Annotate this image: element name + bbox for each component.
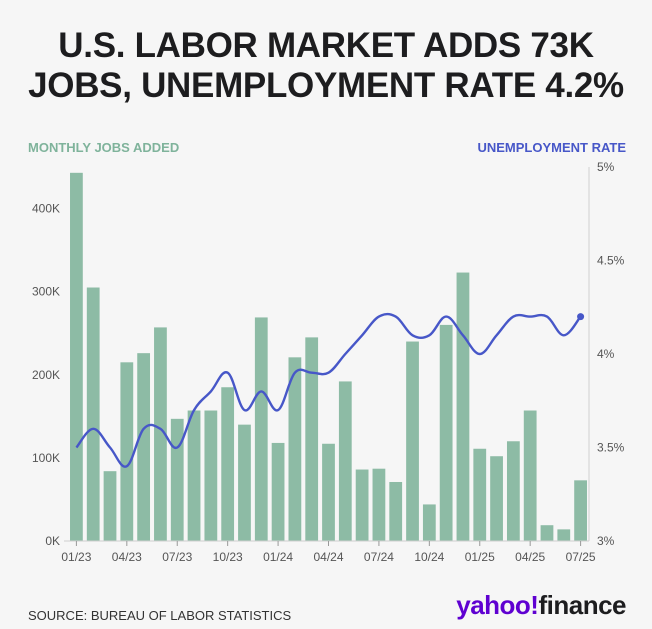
bar: [221, 387, 235, 541]
unemployment-rate-line: [75, 312, 582, 468]
left-tick-label: 300K: [32, 285, 60, 299]
bar: [372, 468, 386, 541]
logo-yahoo: yahoo!: [456, 590, 539, 620]
bar: [254, 317, 268, 541]
left-axis-title: MONTHLY JOBS ADDED: [28, 140, 180, 155]
bar: [170, 418, 184, 541]
right-axis-title: UNEMPLOYMENT RATE: [477, 140, 626, 155]
bar: [439, 324, 453, 541]
bar: [473, 448, 487, 541]
bar: [305, 337, 319, 541]
bar: [204, 410, 218, 541]
bar: [70, 172, 83, 541]
right-tick-label: 3.5%: [597, 441, 625, 455]
bar: [406, 341, 419, 541]
left-tick-label: 100K: [32, 451, 60, 465]
bar: [490, 456, 503, 541]
chart-title: U.S. LABOR MARKET ADDS 73K JOBS, UNEMPLO…: [0, 26, 652, 106]
bar: [187, 410, 201, 541]
bar: [86, 287, 100, 541]
x-tick-label: 01/23: [61, 550, 91, 564]
x-tick-label: 04/24: [313, 550, 343, 564]
x-tick-label: 10/24: [414, 550, 444, 564]
bar: [338, 381, 352, 541]
left-tick-label: 200K: [32, 368, 60, 382]
bar: [540, 525, 554, 541]
x-tick-label: 07/24: [364, 550, 394, 564]
x-tick-label: 07/25: [566, 550, 596, 564]
x-tick-label: 04/23: [112, 550, 142, 564]
x-tick-label: 01/25: [465, 550, 495, 564]
bar: [103, 471, 117, 541]
title-line-2: JOBS, UNEMPLOYMENT RATE 4.2%: [28, 66, 624, 105]
bar: [154, 327, 167, 541]
title-line-1: U.S. LABOR MARKET ADDS 73K: [58, 26, 594, 65]
right-tick-label: 4%: [597, 347, 615, 361]
left-tick-label: 400K: [32, 202, 60, 216]
bar: [523, 410, 537, 541]
combo-chart: 0K 100K 200K 300K 400K 3% 3.5% 4% 4.5% 5% 01/23 04/…: [32, 160, 625, 564]
bar: [120, 362, 134, 541]
bar: [557, 529, 571, 541]
source-note: SOURCE: BUREAU OF LABOR STATISTICS: [28, 608, 292, 623]
logo-finance: finance: [538, 590, 626, 620]
bar: [137, 353, 151, 541]
bar: [238, 424, 251, 541]
left-tick-label: 0K: [45, 534, 60, 548]
x-tick-label: 01/24: [263, 550, 293, 564]
x-tick-label: 10/23: [213, 550, 243, 564]
bar: [574, 480, 587, 541]
x-tick-label: 07/23: [162, 550, 192, 564]
right-tick-label: 4.5%: [597, 254, 625, 268]
bar: [288, 357, 302, 541]
right-tick-label: 5%: [597, 160, 615, 174]
bar: [355, 469, 369, 541]
x-tick-label: 04/25: [515, 550, 545, 564]
bar: [389, 481, 403, 541]
bar: [506, 441, 520, 541]
bar: [322, 443, 335, 541]
bar: [271, 442, 285, 541]
unemployment-rate-endpoint: [577, 313, 585, 321]
yahoo-finance-logo: yahoo!finance: [456, 590, 626, 621]
bar: [422, 504, 436, 541]
bar: [456, 272, 470, 541]
right-tick-label: 3%: [597, 534, 615, 548]
